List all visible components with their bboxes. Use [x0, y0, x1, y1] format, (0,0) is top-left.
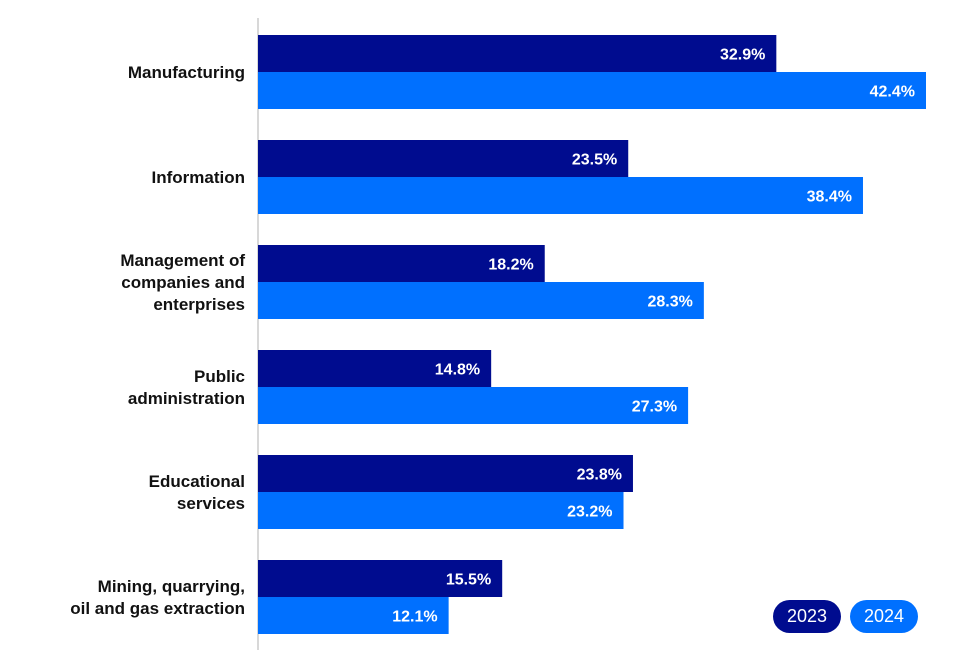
category-label: Management of [120, 251, 245, 270]
data-label: 32.9% [720, 47, 765, 64]
bar-2024 [258, 492, 624, 529]
data-label: 23.5% [572, 152, 617, 169]
bar-2023 [258, 245, 545, 282]
category-label: companies and [121, 273, 245, 292]
bar-2024 [258, 282, 704, 319]
category-label: oil and gas extraction [70, 599, 245, 618]
bar-2023 [258, 35, 777, 72]
category-label: Mining, quarrying, [98, 577, 245, 596]
data-label: 28.3% [647, 294, 692, 311]
legend-item-2023: 2023 [773, 600, 841, 633]
bar-2023 [258, 140, 629, 177]
category-label: Information [152, 168, 246, 187]
data-label: 12.1% [392, 609, 437, 626]
category-label: enterprises [153, 295, 245, 314]
category-label: Manufacturing [128, 63, 245, 82]
bar-2024 [258, 177, 863, 214]
data-label: 42.4% [870, 84, 915, 101]
bar-2023 [258, 455, 633, 492]
bar-2024 [258, 387, 689, 424]
category-label: services [177, 494, 245, 513]
category-label: administration [128, 389, 245, 408]
category-label: Educational [149, 472, 245, 491]
data-label: 23.8% [577, 467, 622, 484]
data-label: 15.5% [446, 572, 491, 589]
data-label: 18.2% [488, 257, 533, 274]
bar-2023 [258, 560, 503, 597]
data-label: 38.4% [807, 189, 852, 206]
legend-item-2024: 2024 [850, 600, 918, 633]
legend: 2023 2024 [773, 600, 918, 633]
data-label: 14.8% [435, 362, 480, 379]
data-label: 23.2% [567, 504, 612, 521]
bar-2024 [258, 597, 449, 634]
data-label: 27.3% [632, 399, 677, 416]
bar-2023 [258, 350, 492, 387]
bar-2024 [258, 72, 926, 109]
category-label: Public [194, 367, 245, 386]
